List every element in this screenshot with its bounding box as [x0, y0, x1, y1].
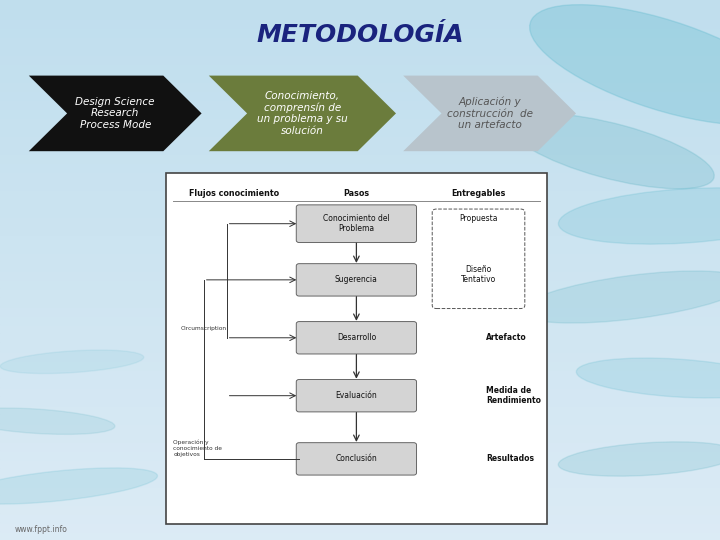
- Bar: [0, 99, 720, 108]
- Bar: [0, 18, 720, 27]
- Bar: [0, 144, 720, 153]
- Bar: [0, 153, 720, 162]
- Bar: [0, 342, 720, 351]
- Text: Conocimiento del
Problema: Conocimiento del Problema: [323, 214, 390, 233]
- Text: Evaluación: Evaluación: [336, 391, 377, 400]
- Bar: [0, 225, 720, 234]
- Text: Pasos: Pasos: [343, 188, 369, 198]
- Text: Sugerencia: Sugerencia: [335, 275, 378, 285]
- Bar: [0, 441, 720, 450]
- Ellipse shape: [0, 408, 115, 434]
- Text: Entregables: Entregables: [451, 188, 505, 198]
- Bar: [0, 270, 720, 279]
- Bar: [0, 45, 720, 54]
- Bar: [0, 189, 720, 198]
- Bar: [0, 81, 720, 90]
- Bar: [0, 378, 720, 387]
- Bar: [0, 108, 720, 117]
- Text: Desarrollo: Desarrollo: [337, 333, 376, 342]
- Bar: [0, 486, 720, 495]
- Bar: [0, 315, 720, 324]
- Text: Resultados: Resultados: [486, 454, 534, 463]
- Bar: [0, 27, 720, 36]
- Text: Aplicación y
construcción  de
un artefacto: Aplicación y construcción de un artefact…: [446, 97, 533, 130]
- Text: Operación y
conocimiento de
objetivos: Operación y conocimiento de objetivos: [174, 440, 222, 457]
- Text: Conclusión: Conclusión: [336, 454, 377, 463]
- Bar: [0, 468, 720, 477]
- Bar: [0, 396, 720, 405]
- Text: Propuesta: Propuesta: [459, 214, 498, 223]
- Text: Circumscription: Circumscription: [181, 327, 227, 332]
- Polygon shape: [209, 76, 396, 151]
- Bar: [0, 117, 720, 126]
- Bar: [0, 9, 720, 18]
- Ellipse shape: [0, 468, 158, 504]
- Bar: [0, 198, 720, 207]
- Polygon shape: [403, 76, 576, 151]
- Bar: [0, 333, 720, 342]
- Text: Flujos conocimiento: Flujos conocimiento: [189, 188, 279, 198]
- Bar: [0, 36, 720, 45]
- Bar: [0, 405, 720, 414]
- Bar: [0, 495, 720, 504]
- FancyBboxPatch shape: [297, 443, 416, 475]
- Text: Diseño
Tentativo: Diseño Tentativo: [461, 265, 496, 284]
- Bar: [0, 432, 720, 441]
- Bar: [0, 504, 720, 513]
- Text: Artefacto: Artefacto: [486, 333, 527, 342]
- Bar: [0, 288, 720, 297]
- FancyBboxPatch shape: [297, 205, 416, 242]
- Bar: [0, 477, 720, 486]
- Bar: [0, 126, 720, 135]
- Bar: [0, 387, 720, 396]
- Text: METODOLOGÍA: METODOLOGÍA: [256, 23, 464, 47]
- Bar: [0, 360, 720, 369]
- Bar: [0, 54, 720, 63]
- Bar: [0, 243, 720, 252]
- Text: www.fppt.info: www.fppt.info: [14, 524, 67, 534]
- Bar: [0, 135, 720, 144]
- FancyBboxPatch shape: [297, 264, 416, 296]
- Bar: [166, 173, 547, 524]
- Ellipse shape: [520, 271, 720, 323]
- Text: Design Science
Research
Process Mode: Design Science Research Process Mode: [76, 97, 155, 130]
- Bar: [0, 0, 720, 9]
- Bar: [0, 513, 720, 522]
- Bar: [0, 423, 720, 432]
- Bar: [0, 306, 720, 315]
- Bar: [0, 90, 720, 99]
- Ellipse shape: [576, 358, 720, 398]
- Bar: [0, 450, 720, 459]
- Bar: [0, 252, 720, 261]
- Bar: [0, 216, 720, 225]
- Text: Conocimiento,
comprensín de
un problema y su
solución: Conocimiento, comprensín de un problema …: [257, 91, 348, 136]
- Bar: [0, 162, 720, 171]
- FancyBboxPatch shape: [297, 380, 416, 412]
- Text: Medida de
Rendimiento: Medida de Rendimiento: [486, 386, 541, 406]
- Bar: [0, 63, 720, 72]
- Bar: [0, 234, 720, 243]
- Bar: [0, 459, 720, 468]
- Bar: [0, 531, 720, 540]
- Bar: [0, 369, 720, 378]
- Bar: [0, 522, 720, 531]
- Bar: [0, 171, 720, 180]
- Bar: [0, 351, 720, 360]
- Ellipse shape: [530, 5, 720, 125]
- Bar: [0, 297, 720, 306]
- Ellipse shape: [558, 442, 720, 476]
- Bar: [0, 414, 720, 423]
- Bar: [0, 180, 720, 189]
- Ellipse shape: [559, 188, 720, 244]
- Bar: [0, 279, 720, 288]
- Bar: [0, 261, 720, 270]
- Bar: [0, 207, 720, 216]
- Bar: [0, 324, 720, 333]
- Bar: [0, 72, 720, 81]
- Ellipse shape: [0, 350, 144, 374]
- Ellipse shape: [510, 113, 714, 189]
- FancyBboxPatch shape: [297, 321, 416, 354]
- Polygon shape: [29, 76, 202, 151]
